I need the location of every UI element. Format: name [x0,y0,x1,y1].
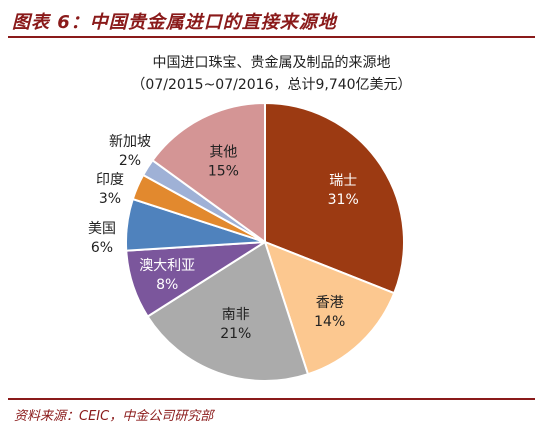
slice-value-label: 2% [119,153,141,169]
pie-slice [151,101,266,244]
slice-label: 其他 [209,144,237,160]
slice-label: 美国 [88,221,116,237]
slice-label: 新加坡 [109,134,151,150]
slice-label: 南非 [222,307,250,323]
slice-label: 瑞士 [329,173,357,189]
figure-header: 图表 6：中国贵金属进口的直接来源地 [8,6,535,38]
figure-footer: 资料来源：CEIC，中金公司研究部 [8,398,535,430]
slice-value-label: 14% [314,314,345,330]
figure-source: 资料来源：CEIC，中金公司研究部 [14,409,214,424]
slice-value-label: 8% [156,277,178,293]
pie-slice [146,240,310,382]
slice-label: 香港 [316,295,344,311]
chart-title: 中国进口珠宝、贵金属及制品的来源地 [152,55,391,71]
figure-title: 图表 6：中国贵金属进口的直接来源地 [12,12,337,33]
slice-value-label: 21% [220,326,251,342]
pie-slice [264,101,405,295]
slice-value-label: 6% [91,240,113,256]
slice-label: 印度 [96,172,124,188]
chart-subtitle: （07/2015~07/2016，总计9,740亿美元） [131,77,412,93]
slice-value-label: 15% [208,163,239,179]
slice-value-label: 3% [99,191,121,207]
slice-value-label: 31% [328,192,359,208]
slice-label: 澳大利亚 [139,258,195,274]
